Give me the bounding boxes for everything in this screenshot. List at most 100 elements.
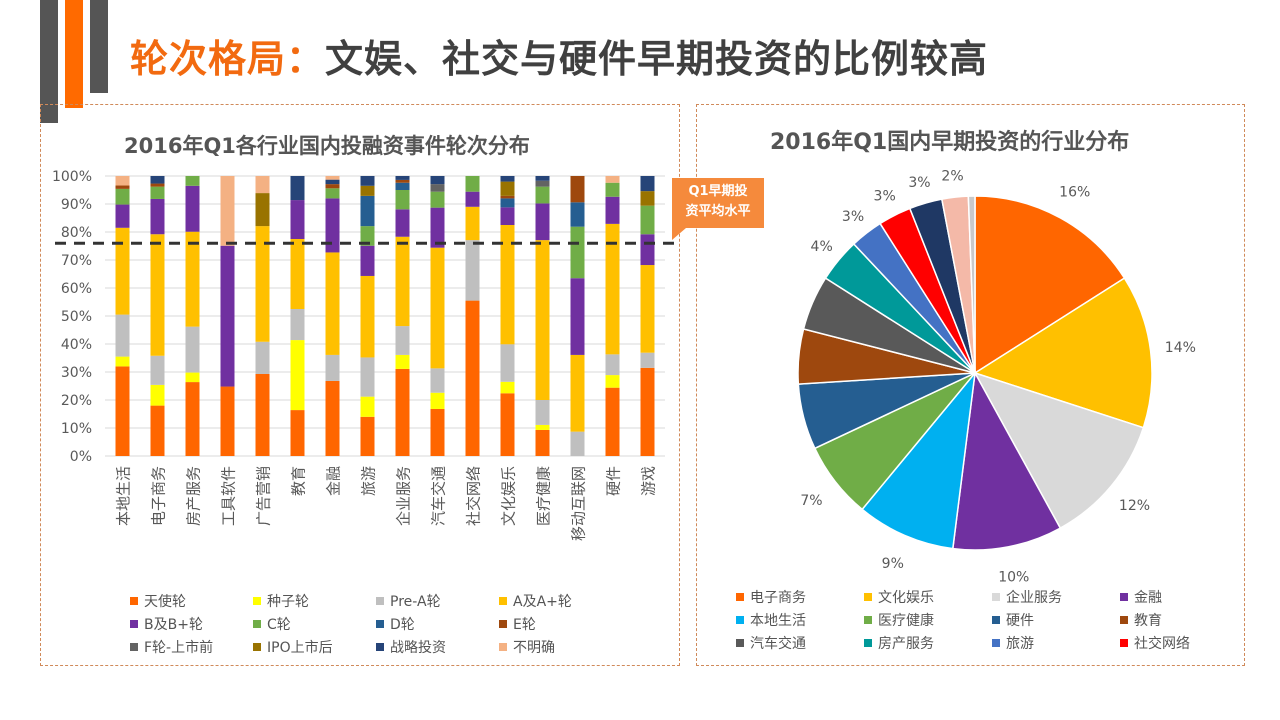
legend-swatch (130, 597, 138, 605)
y-tick-label: 70% (61, 253, 92, 269)
y-tick-label: 100% (52, 169, 92, 185)
bar-segment-天使轮 (430, 408, 445, 456)
bar-segment-B及B+轮 (115, 204, 130, 228)
pie-data-label: 3% (842, 209, 864, 225)
bar-segment-天使轮 (255, 373, 270, 456)
bar-segment-F轮-上市前 (535, 180, 550, 187)
bar-segment-C轮 (605, 182, 620, 197)
bar-segment-Pre-A轮 (640, 352, 655, 368)
bar-segment-D轮 (395, 182, 410, 190)
bar-segment-Pre-A轮 (185, 326, 200, 373)
bar-segment-E轮 (570, 176, 585, 203)
legend-label: A及A+轮 (513, 594, 572, 610)
bar-segment-战略投资 (360, 176, 375, 186)
legend-swatch (992, 616, 1000, 624)
legend-item: C轮 (253, 614, 291, 634)
x-tick-label: 汽车交通 (430, 466, 448, 526)
bar-segment-A及A+轮 (570, 354, 585, 432)
bar-segment-A及A+轮 (430, 247, 445, 369)
y-tick-label: 40% (61, 337, 92, 353)
legend-item: 种子轮 (253, 591, 309, 611)
y-tick-label: 60% (61, 281, 92, 297)
bar-segment-天使轮 (115, 366, 130, 456)
bar-segment-C轮 (465, 176, 480, 192)
bar-segment-B及B+轮 (535, 203, 550, 241)
legend-label: 电子商务 (750, 590, 806, 606)
bar-segment-战略投资 (325, 179, 340, 185)
legend-label: 本地生活 (750, 613, 806, 629)
legend-swatch (130, 643, 138, 651)
bar-segment-E轮 (395, 179, 410, 183)
bar-segment-种子轮 (430, 392, 445, 409)
y-tick-label: 90% (61, 197, 92, 213)
bar-segment-天使轮 (500, 393, 515, 456)
bar-segment-B及B+轮 (430, 207, 445, 248)
pie-slice-other (967, 195, 976, 374)
legend-label: E轮 (513, 617, 536, 633)
bar-segment-E轮 (325, 184, 340, 189)
bar-segment-A及A+轮 (500, 225, 515, 345)
x-tick-label: 旅游 (360, 466, 378, 496)
callout-line-2: 资平均水平 (685, 204, 751, 219)
legend-label: 教育 (1134, 613, 1162, 629)
legend-item: 汽车交通 (736, 633, 806, 653)
pie-slice-电子商务 (974, 195, 1126, 375)
decor-bar-gray-2 (90, 0, 108, 93)
bar-segment-Pre-A轮 (360, 357, 375, 397)
pie-chart-panel (696, 104, 1245, 666)
bar-segment-Pre-A轮 (430, 368, 445, 393)
pie-data-label: 3% (874, 189, 896, 205)
bar-segment-战略投资 (500, 176, 515, 182)
bar-segment-A及A+轮 (605, 223, 620, 355)
legend-item: 战略投资 (376, 637, 446, 657)
pie-data-label: 3% (908, 175, 930, 191)
bar-segment-B及B+轮 (150, 198, 165, 235)
pie-data-label: 9% (882, 556, 904, 572)
x-tick-label: 文化娱乐 (500, 466, 518, 526)
pie-data-label: 10% (998, 569, 1029, 585)
legend-item: IPO上市后 (253, 637, 333, 657)
bar-segment-种子轮 (535, 424, 550, 430)
bar-segment-不明确 (115, 176, 130, 186)
bar-segment-天使轮 (535, 429, 550, 456)
x-tick-label: 本地生活 (115, 466, 133, 526)
legend-item: 文化娱乐 (864, 587, 934, 607)
bar-segment-Pre-A轮 (290, 309, 305, 341)
bar-segment-C轮 (360, 226, 375, 246)
pie-slice-本地生活 (861, 370, 977, 550)
bar-segment-战略投资 (150, 176, 165, 184)
legend-swatch (499, 620, 507, 628)
x-tick-label: 金融 (325, 466, 343, 496)
bar-segment-E轮 (115, 185, 130, 189)
pie-data-label: 14% (1165, 340, 1196, 356)
bar-segment-F轮-上市前 (430, 184, 445, 192)
legend-label: 战略投资 (390, 640, 446, 656)
bar-segment-不明确 (325, 176, 340, 180)
bar-segment-战略投资 (395, 176, 410, 180)
legend-item: A及A+轮 (499, 591, 572, 611)
bar-segment-A及A+轮 (290, 239, 305, 309)
legend-label: C轮 (267, 617, 291, 633)
legend-item: 金融 (1120, 587, 1162, 607)
legend-item: E轮 (499, 614, 536, 634)
bar-segment-C轮 (395, 190, 410, 210)
bar-segment-Pre-A轮 (150, 355, 165, 385)
pie-data-label: 12% (1119, 498, 1150, 514)
bar-segment-B及B+轮 (360, 245, 375, 276)
bar-segment-B及B+轮 (500, 207, 515, 225)
bar-segment-种子轮 (290, 340, 305, 411)
legend-item: Pre-A轮 (376, 591, 441, 611)
bar-segment-B及B+轮 (570, 278, 585, 355)
x-tick-label: 教育 (290, 466, 308, 496)
bar-segment-IPO上市后 (255, 193, 270, 227)
bar-segment-A及A+轮 (360, 275, 375, 358)
legend-label: 企业服务 (1006, 590, 1062, 606)
pie-slice-企业服务 (973, 371, 1145, 530)
bar-chart-title: 2016年Q1各行业国内投融资事件轮次分布 (124, 134, 530, 158)
pie-data-label: 2% (941, 168, 963, 184)
legend-label: 金融 (1134, 590, 1162, 606)
legend-swatch (1120, 639, 1128, 647)
legend-swatch (736, 593, 744, 601)
bar-segment-A及A+轮 (185, 231, 200, 327)
